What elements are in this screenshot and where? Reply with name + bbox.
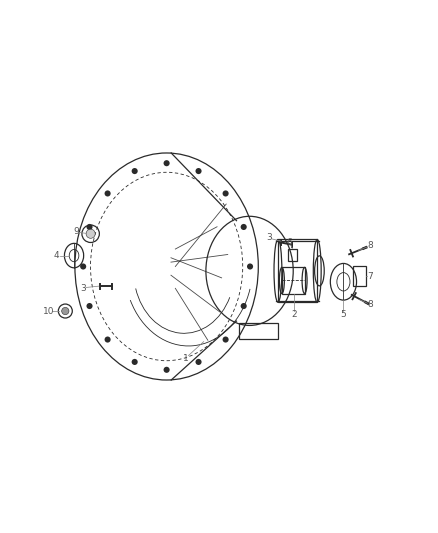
Bar [239, 322, 278, 339]
Circle shape [105, 336, 111, 343]
Bar [282, 268, 304, 294]
Circle shape [132, 168, 138, 174]
Text: 9: 9 [73, 227, 79, 236]
Text: 1: 1 [183, 354, 189, 363]
Circle shape [80, 263, 86, 270]
Circle shape [62, 308, 69, 314]
Text: 8: 8 [367, 300, 373, 309]
Text: 7: 7 [367, 272, 373, 280]
Text: 10: 10 [43, 306, 54, 316]
Circle shape [223, 190, 229, 197]
Circle shape [195, 168, 201, 174]
Circle shape [240, 224, 247, 230]
Circle shape [86, 224, 92, 230]
Circle shape [86, 303, 92, 309]
Circle shape [195, 359, 201, 365]
Bar [288, 248, 297, 261]
Bar [278, 239, 317, 302]
Text: 4: 4 [54, 251, 60, 260]
Circle shape [132, 359, 138, 365]
Circle shape [247, 263, 253, 270]
Text: 3: 3 [266, 233, 272, 242]
Circle shape [86, 229, 95, 238]
Bar [353, 266, 366, 286]
Circle shape [105, 190, 111, 197]
Text: 5: 5 [341, 310, 346, 319]
Circle shape [240, 303, 247, 309]
Text: 3: 3 [80, 284, 86, 293]
Text: 8: 8 [367, 241, 373, 250]
Text: 6: 6 [286, 238, 292, 247]
Text: 2: 2 [291, 310, 297, 319]
Circle shape [223, 336, 229, 343]
Circle shape [163, 367, 170, 373]
Circle shape [163, 160, 170, 166]
